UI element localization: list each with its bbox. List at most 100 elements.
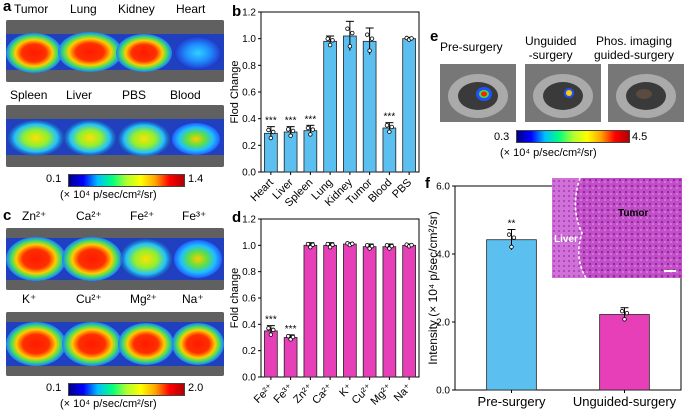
bar bbox=[283, 337, 298, 378]
histology-inset: Tumor Liver bbox=[552, 178, 682, 278]
bar bbox=[382, 127, 397, 173]
panel-letter: b bbox=[232, 3, 241, 20]
y-tick-label: 1.2 bbox=[242, 8, 256, 19]
data-point bbox=[409, 242, 414, 248]
bar bbox=[486, 239, 537, 391]
data-point bbox=[619, 308, 625, 314]
data-point bbox=[365, 243, 370, 248]
significance-label: *** bbox=[285, 324, 297, 335]
organ-label: Blood bbox=[170, 88, 201, 102]
x-tick-label: Heart bbox=[248, 177, 276, 205]
ion-imaging-bottom bbox=[6, 312, 224, 376]
data-point bbox=[271, 327, 276, 333]
y-tick-label: 2.0 bbox=[436, 318, 450, 329]
organ-imaging-top bbox=[6, 20, 224, 82]
data-point bbox=[389, 124, 394, 130]
significance-label: *** bbox=[305, 114, 317, 125]
data-point bbox=[286, 333, 291, 339]
bar bbox=[382, 246, 397, 378]
ion-imaging-top bbox=[6, 228, 224, 290]
data-point bbox=[369, 243, 375, 249]
panel-letter: d bbox=[232, 209, 241, 226]
y-tick-label: 0.0 bbox=[242, 373, 256, 384]
colorbar-min: 0.1 bbox=[46, 382, 62, 394]
bar bbox=[283, 131, 298, 173]
ion-label: Fe³⁺ bbox=[182, 209, 207, 223]
data-point bbox=[330, 242, 335, 248]
data-point bbox=[325, 36, 330, 41]
bar bbox=[343, 243, 357, 378]
mouse-label-guided: Phos. imaging guided-surgery bbox=[594, 34, 675, 62]
data-point bbox=[305, 125, 311, 131]
colorbar-max: 2.0 bbox=[188, 382, 204, 394]
ion-label: K⁺ bbox=[22, 292, 37, 306]
chart-b: b 0.0 0.2 0.4 0.6 0.8 1.0 1.2 Flod Change *** Hear… bbox=[229, 3, 420, 207]
x-tick-label: Unguided-surgery bbox=[573, 394, 677, 409]
data-point bbox=[350, 30, 355, 36]
bar bbox=[323, 40, 337, 173]
mouse-label-pre: Pre-surgery bbox=[440, 40, 503, 54]
data-point bbox=[288, 133, 293, 138]
y-tick-label: 1.0 bbox=[242, 241, 256, 252]
data-point bbox=[266, 127, 271, 133]
y-tick-label: 0.0 bbox=[436, 386, 450, 397]
bar bbox=[362, 246, 377, 378]
bar bbox=[343, 35, 357, 173]
ion-label: Fe²⁺ bbox=[130, 209, 155, 223]
inset-tumor-label: Tumor bbox=[618, 208, 649, 219]
data-point bbox=[387, 129, 392, 134]
y-tick-label: 0.8 bbox=[242, 61, 256, 72]
data-point bbox=[384, 123, 390, 128]
y-tick-label: 6.0 bbox=[436, 182, 450, 193]
data-point bbox=[345, 26, 350, 31]
colorbar-a bbox=[68, 174, 185, 187]
x-tick-label: Fe²⁺ bbox=[252, 382, 276, 406]
colorbar-e bbox=[516, 130, 630, 143]
organ-label: Spleen bbox=[10, 88, 48, 102]
x-tick-label: Ca²⁺ bbox=[310, 381, 335, 406]
mouse-image-unguided bbox=[525, 64, 601, 122]
mouse-image-guided bbox=[608, 64, 684, 122]
y-tick-label: 0.2 bbox=[242, 141, 256, 152]
organ-label: Tumor bbox=[14, 2, 49, 16]
data-point bbox=[330, 38, 335, 43]
colorbar-min: 0.1 bbox=[46, 173, 62, 185]
organ-label: PBS bbox=[122, 88, 147, 102]
x-tick-label: Fe³⁺ bbox=[271, 382, 295, 406]
data-point bbox=[511, 235, 517, 240]
colorbar-max: 4.5 bbox=[632, 131, 648, 143]
panel-a-top-labels: Tumor Lung Kidney Heart bbox=[14, 2, 224, 18]
significance-label: *** bbox=[265, 116, 277, 127]
data-point bbox=[347, 44, 353, 49]
data-point bbox=[367, 48, 372, 53]
data-point bbox=[327, 42, 333, 48]
data-point bbox=[365, 32, 370, 37]
panel-a-letter: a bbox=[3, 0, 12, 15]
panel-e-letter: e bbox=[430, 28, 439, 45]
chart-d: d 0.0 0.2 0.4 0.6 0.8 1.0 1.2 Fold change *** Fe²⁺… bbox=[229, 209, 420, 408]
bar bbox=[264, 330, 278, 378]
data-point bbox=[286, 127, 291, 132]
data-point bbox=[310, 242, 315, 248]
bar bbox=[362, 40, 377, 173]
y-tick-label: 1.2 bbox=[242, 215, 256, 226]
bar bbox=[402, 38, 416, 173]
data-point bbox=[506, 232, 512, 237]
data-point bbox=[268, 332, 274, 337]
data-point bbox=[325, 241, 330, 247]
panel-c-letter: c bbox=[3, 207, 12, 224]
y-tick-label: 0.0 bbox=[242, 168, 256, 179]
data-point bbox=[290, 334, 296, 340]
x-tick-label: Pre-surgery bbox=[478, 394, 546, 409]
panel-c-top-labels: Zn²⁺ Ca²⁺ Fe²⁺ Fe³⁺ bbox=[22, 209, 222, 225]
data-point bbox=[305, 241, 311, 247]
colorbar-min: 0.3 bbox=[494, 131, 510, 143]
significance-label: *** bbox=[265, 315, 277, 326]
ion-label: Mg²⁺ bbox=[130, 292, 157, 306]
y-tick-label: 0.6 bbox=[242, 88, 256, 99]
colorbar-c bbox=[68, 383, 185, 396]
data-point bbox=[271, 129, 276, 135]
y-tick-label: 0.4 bbox=[242, 320, 256, 331]
organ-label: Liver bbox=[66, 88, 93, 102]
x-tick-label: PBS bbox=[390, 177, 414, 201]
